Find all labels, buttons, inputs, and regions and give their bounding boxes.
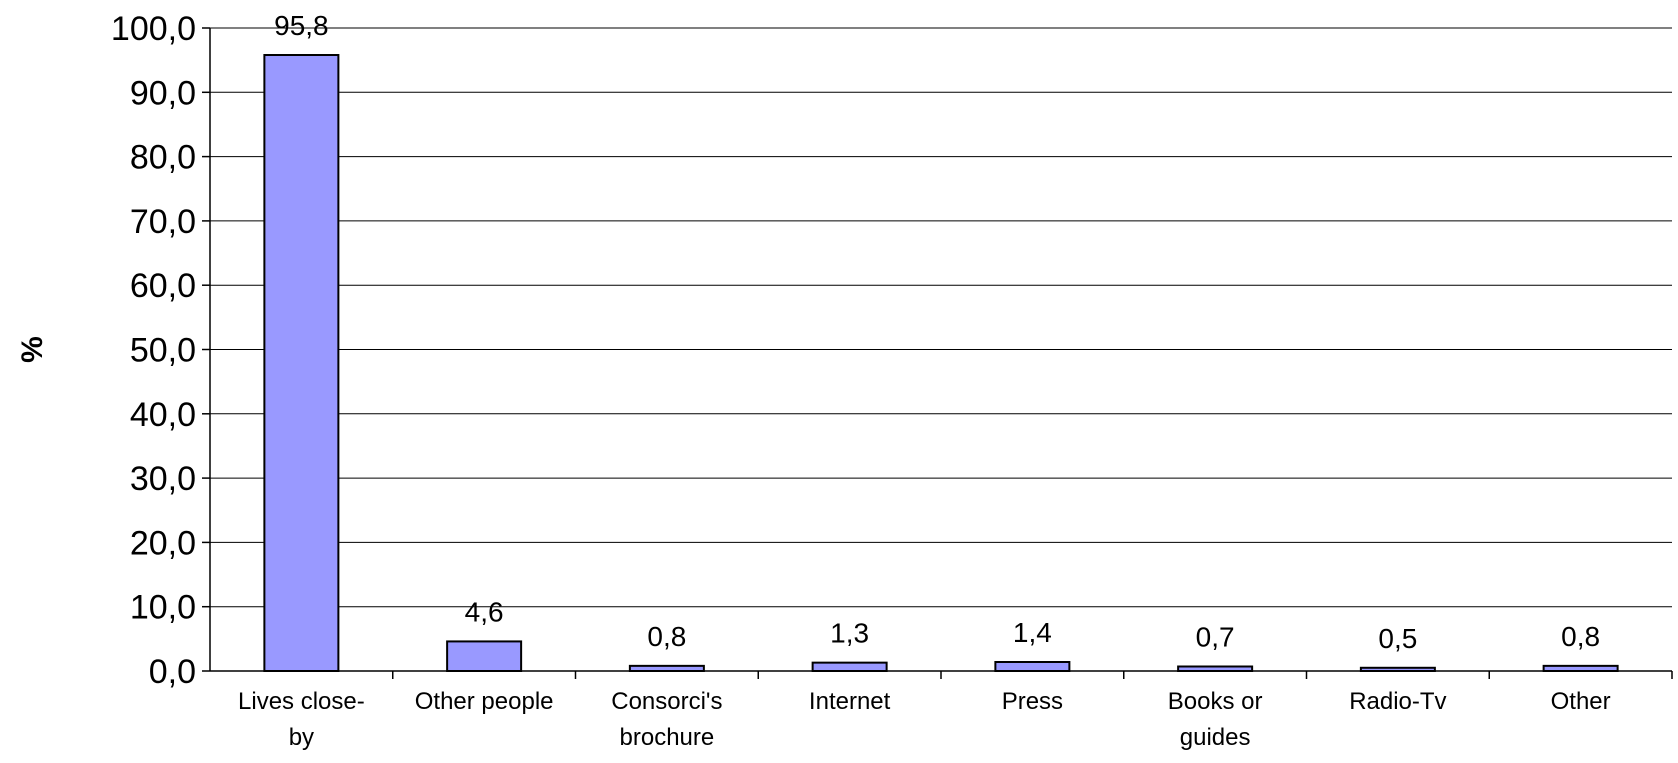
bar (263, 54, 340, 673)
data-label: 1,3 (830, 618, 869, 649)
bar (994, 660, 1071, 672)
category-label-line: Books or (1168, 688, 1263, 715)
category-label-line: Other people (415, 688, 554, 715)
bar (1542, 664, 1619, 673)
bars (263, 54, 1619, 673)
data-label: 0,5 (1378, 623, 1417, 654)
bar (811, 661, 888, 672)
category-label-line: Other (1551, 688, 1611, 715)
y-tick-label: 0,0 (149, 653, 196, 691)
category-label: Books or guides (1168, 688, 1263, 751)
category-label-line: Press (1002, 688, 1063, 715)
category-label: Other (1551, 688, 1611, 715)
category-label: Radio-Tv (1349, 688, 1446, 715)
y-axis-title: % (16, 336, 49, 363)
category-label: Other people (415, 688, 554, 715)
grid-lines (210, 27, 1672, 608)
category-label-line: guides (1180, 724, 1251, 751)
data-label: 0,7 (1196, 621, 1235, 652)
y-tick-label: 30,0 (130, 460, 196, 498)
axes (202, 27, 1673, 679)
category-label: Lives close-by (238, 688, 365, 751)
data-label: 0,8 (647, 621, 686, 652)
y-tick-label: 20,0 (130, 524, 196, 562)
y-tick-label: 10,0 (130, 589, 196, 627)
data-label: 95,8 (274, 10, 329, 41)
category-label-line: by (289, 724, 314, 751)
y-tick-label: 90,0 (130, 74, 196, 112)
y-tick-label: 100,0 (111, 10, 196, 48)
category-label-line: Internet (809, 688, 891, 715)
category-label-line: Lives close- (238, 688, 365, 715)
y-tick-label: 40,0 (130, 396, 196, 434)
y-tick-label: 60,0 (130, 267, 196, 305)
y-tick-label: 80,0 (130, 139, 196, 177)
y-tick-label: 70,0 (130, 203, 196, 241)
category-label: Consorci's brochure (611, 688, 722, 751)
y-tick-labels: 0,0 10,0 20,0 30,0 40,0 50,0 60,0 70,0 80,0 90,0 1… (111, 10, 196, 691)
data-label: 0,8 (1561, 621, 1600, 652)
data-label: 4,6 (465, 596, 504, 627)
category-labels: Lives close-by Other people Consorci's broc… (238, 688, 1611, 751)
bar (628, 664, 705, 673)
category-label-line: brochure (620, 724, 715, 751)
category-label: Press (1002, 688, 1063, 715)
category-label: Internet (809, 688, 891, 715)
data-labels: 95,8 4,6 0,8 1,3 1,4 0,7 0,5 0,8 (274, 10, 1600, 654)
y-tick-label: 50,0 (130, 332, 196, 370)
category-label-line: Radio-Tv (1349, 688, 1446, 715)
category-label-line: Consorci's (611, 688, 722, 715)
data-label: 1,4 (1013, 617, 1052, 648)
bar (446, 640, 523, 672)
